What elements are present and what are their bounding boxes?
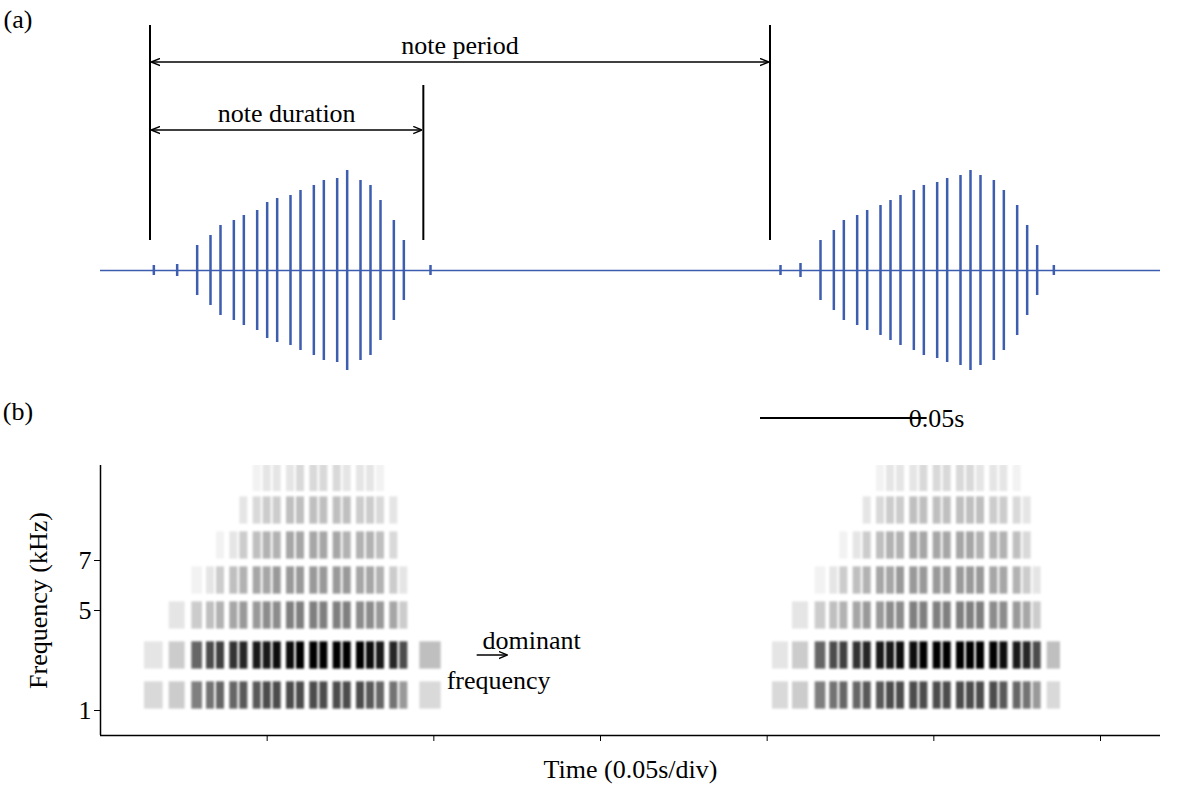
svg-text:frequency: frequency: [447, 666, 551, 695]
svg-text:Time (0.05s/div): Time (0.05s/div): [544, 755, 718, 784]
svg-text:Frequency (kHz): Frequency (kHz): [24, 512, 53, 689]
svg-text:1: 1: [79, 696, 92, 725]
svg-text:(a): (a): [4, 5, 33, 34]
svg-text:note period: note period: [401, 31, 519, 60]
svg-text:7: 7: [79, 546, 92, 575]
svg-text:0.05s: 0.05s: [909, 404, 965, 433]
svg-text:note duration: note duration: [218, 99, 356, 128]
svg-text:(b): (b): [3, 397, 33, 426]
svg-text:5: 5: [79, 596, 92, 625]
svg-text:dominant: dominant: [483, 626, 582, 655]
